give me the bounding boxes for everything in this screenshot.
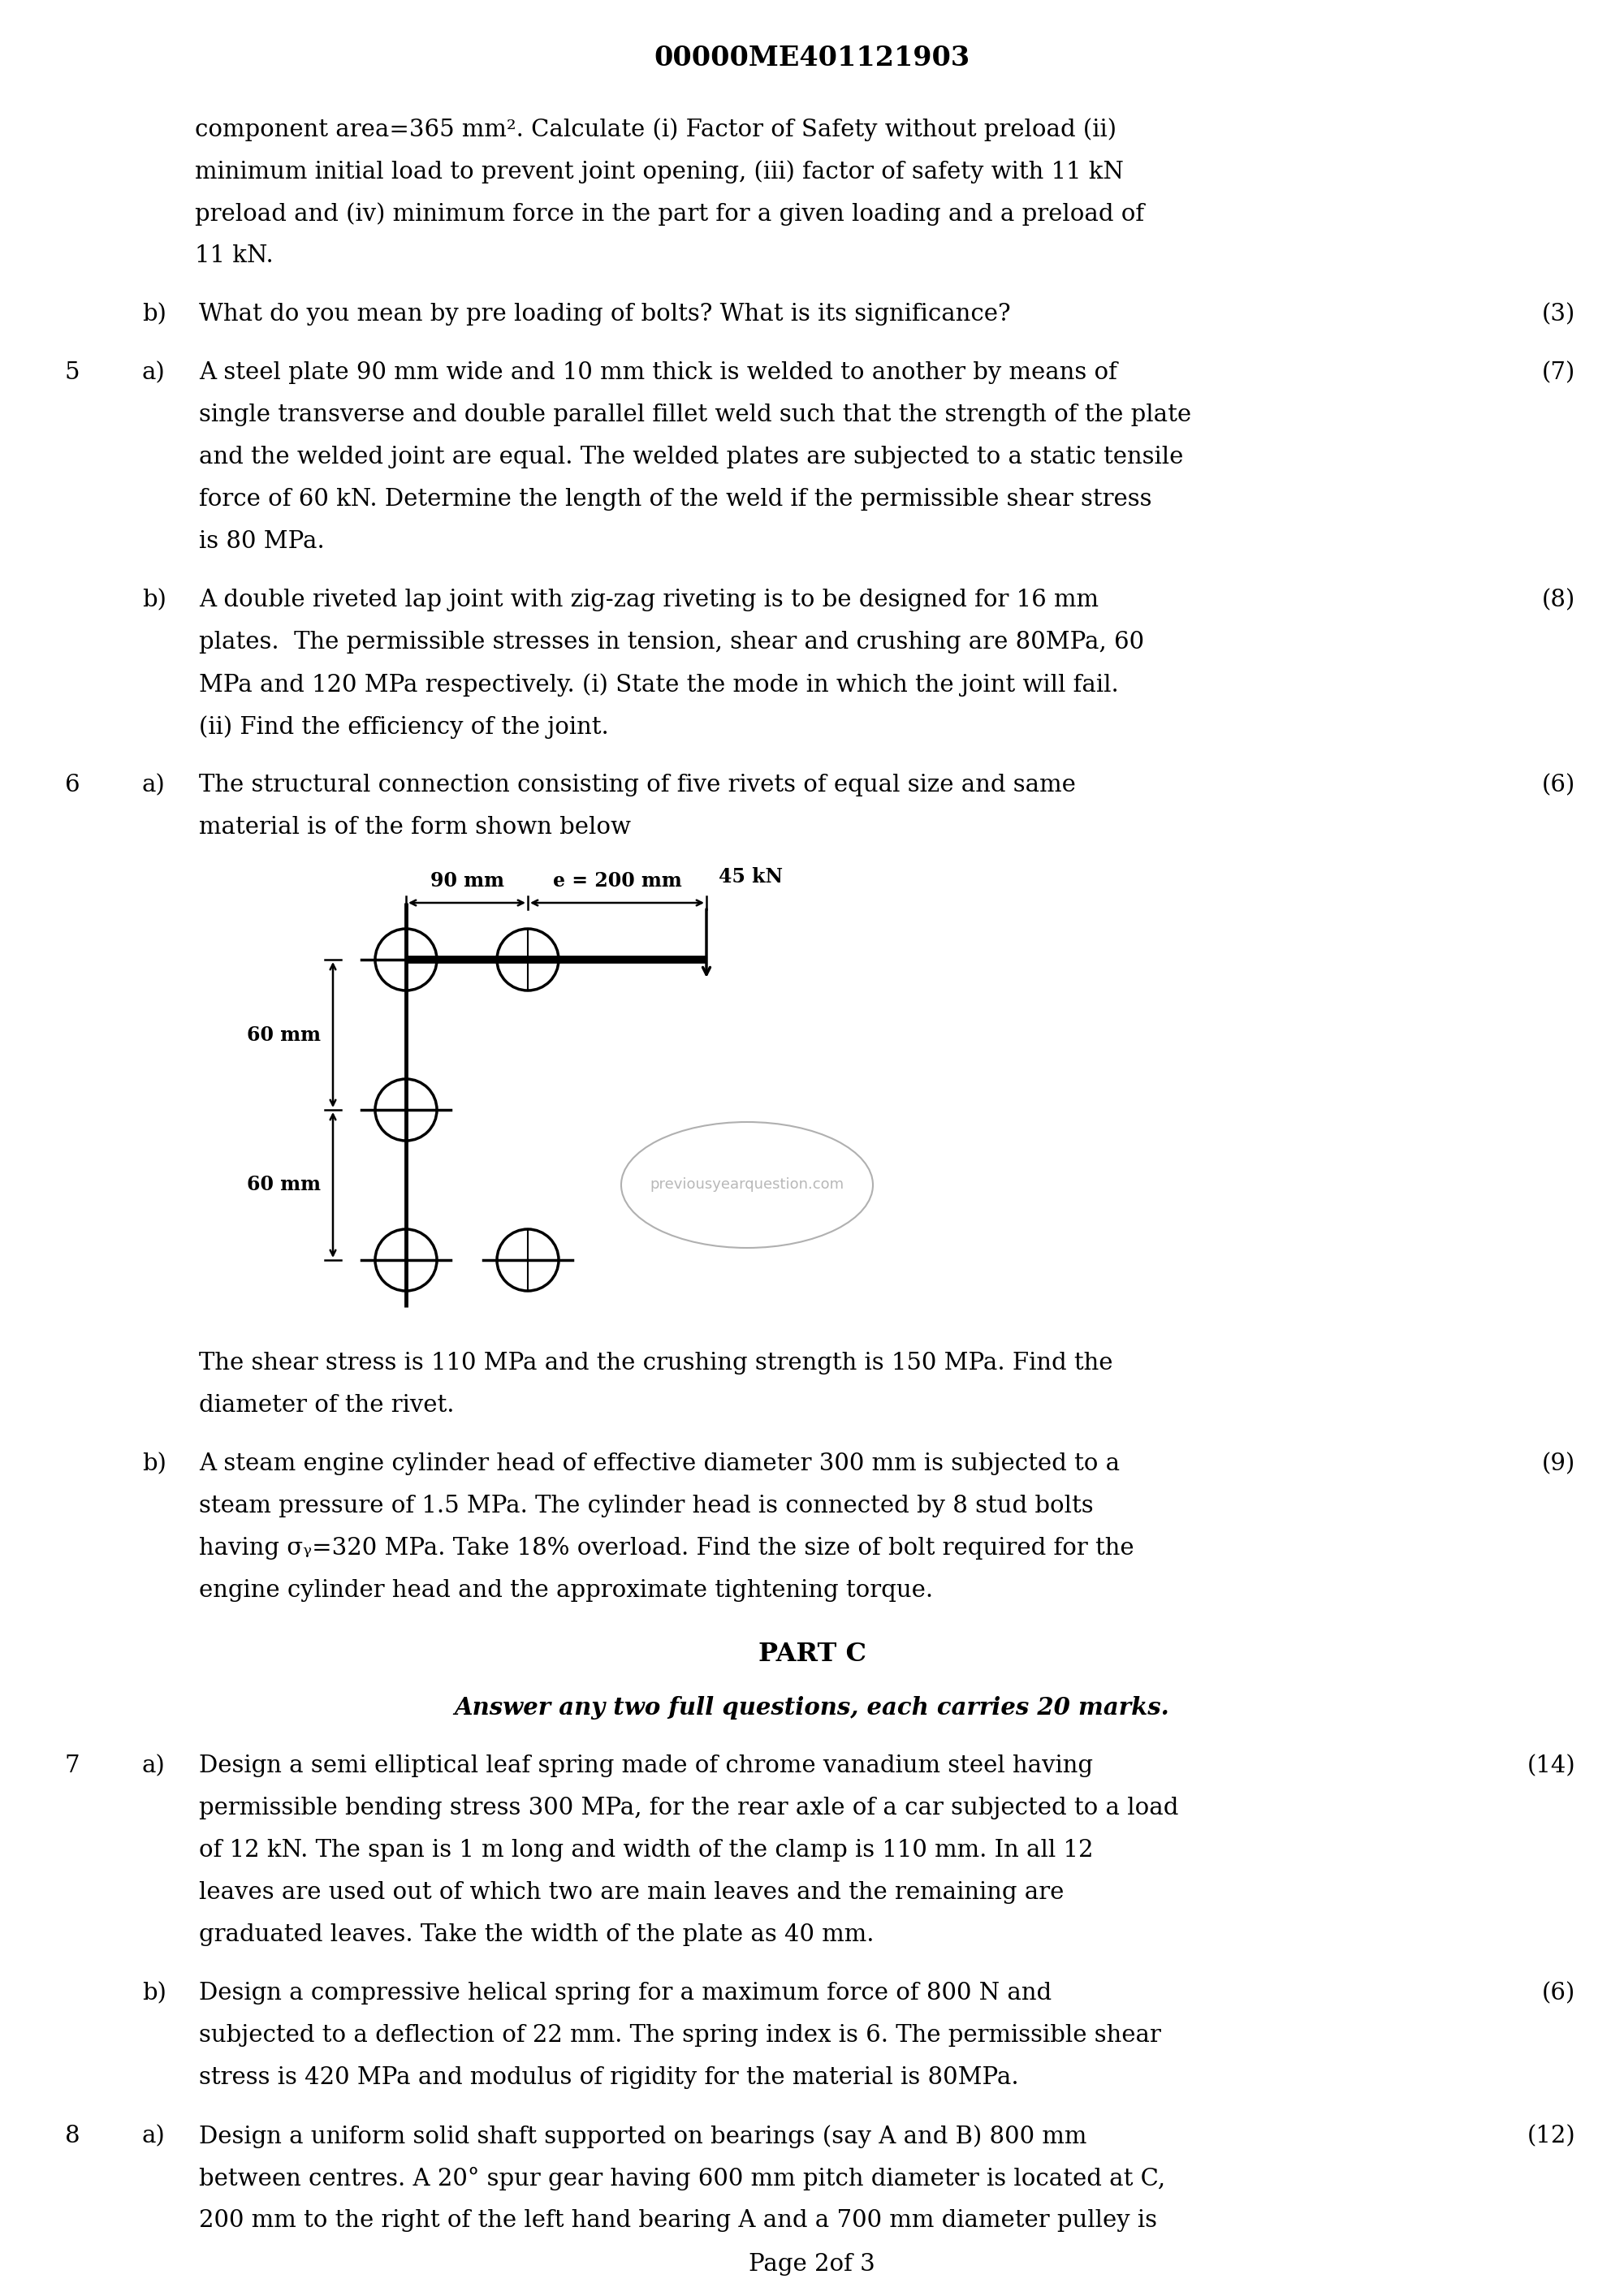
Text: (6): (6) xyxy=(1541,1981,1575,2004)
Text: (14): (14) xyxy=(1527,1754,1575,1777)
Text: component area=365 mm². Calculate (i) Factor of Safety without preload (ii): component area=365 mm². Calculate (i) Fa… xyxy=(195,117,1117,140)
Text: stress is 420 MPa and modulus of rigidity for the material is 80MPa.: stress is 420 MPa and modulus of rigidit… xyxy=(198,2066,1018,2089)
Text: engine cylinder head and the approximate tightening torque.: engine cylinder head and the approximate… xyxy=(198,1580,934,1603)
Text: permissible bending stress 300 MPa, for the rear axle of a car subjected to a lo: permissible bending stress 300 MPa, for … xyxy=(198,1798,1179,1818)
Text: 5: 5 xyxy=(65,360,80,383)
Text: Design a uniform solid shaft supported on bearings (say A and B) 800 mm: Design a uniform solid shaft supported o… xyxy=(198,2124,1086,2149)
Text: 8: 8 xyxy=(65,2124,80,2147)
Text: MPa and 120 MPa respectively. (i) State the mode in which the joint will fail.: MPa and 120 MPa respectively. (i) State … xyxy=(198,673,1119,696)
Text: a): a) xyxy=(143,774,166,797)
Text: (12): (12) xyxy=(1527,2124,1575,2147)
Text: (7): (7) xyxy=(1541,360,1575,383)
Text: previousyearquestion.com: previousyearquestion.com xyxy=(650,1178,844,1192)
Text: A steel plate 90 mm wide and 10 mm thick is welded to another by means of: A steel plate 90 mm wide and 10 mm thick… xyxy=(198,360,1117,383)
Text: 11 kN.: 11 kN. xyxy=(195,243,273,266)
Text: (9): (9) xyxy=(1541,1453,1575,1476)
Text: b): b) xyxy=(143,1981,166,2004)
Text: leaves are used out of which two are main leaves and the remaining are: leaves are used out of which two are mai… xyxy=(198,1880,1064,1903)
Text: steam pressure of 1.5 MPa. The cylinder head is connected by 8 stud bolts: steam pressure of 1.5 MPa. The cylinder … xyxy=(198,1495,1093,1518)
Text: of 12 kN. The span is 1 m long and width of the clamp is 110 mm. In all 12: of 12 kN. The span is 1 m long and width… xyxy=(198,1839,1093,1862)
Text: (6): (6) xyxy=(1541,774,1575,797)
Text: single transverse and double parallel fillet weld such that the strength of the : single transverse and double parallel fi… xyxy=(198,404,1192,427)
Text: b): b) xyxy=(143,303,166,326)
Text: plates.  The permissible stresses in tension, shear and crushing are 80MPa, 60: plates. The permissible stresses in tens… xyxy=(198,631,1145,654)
Text: PART C: PART C xyxy=(758,1642,866,1667)
Text: What do you mean by pre loading of bolts? What is its significance?: What do you mean by pre loading of bolts… xyxy=(198,303,1010,326)
Text: 7: 7 xyxy=(65,1754,80,1777)
Text: 00000ME401121903: 00000ME401121903 xyxy=(654,44,970,71)
Text: The shear stress is 110 MPa and the crushing strength is 150 MPa. Find the: The shear stress is 110 MPa and the crus… xyxy=(198,1352,1112,1375)
Text: Design a compressive helical spring for a maximum force of 800 N and: Design a compressive helical spring for … xyxy=(198,1981,1052,2004)
Text: 90 mm: 90 mm xyxy=(430,870,503,891)
Text: Design a semi elliptical leaf spring made of chrome vanadium steel having: Design a semi elliptical leaf spring mad… xyxy=(198,1754,1093,1777)
Text: A steam engine cylinder head of effective diameter 300 mm is subjected to a: A steam engine cylinder head of effectiv… xyxy=(198,1453,1121,1476)
Text: Answer any two full questions, each carries 20 marks.: Answer any two full questions, each carr… xyxy=(455,1697,1169,1720)
Text: (ii) Find the efficiency of the joint.: (ii) Find the efficiency of the joint. xyxy=(198,716,609,739)
Text: and the welded joint are equal. The welded plates are subjected to a static tens: and the welded joint are equal. The weld… xyxy=(198,445,1184,468)
Text: diameter of the rivet.: diameter of the rivet. xyxy=(198,1394,455,1417)
Text: having σᵧ=320 MPa. Take 18% overload. Find the size of bolt required for the: having σᵧ=320 MPa. Take 18% overload. Fi… xyxy=(198,1536,1134,1559)
Text: The structural connection consisting of five rivets of equal size and same: The structural connection consisting of … xyxy=(198,774,1075,797)
Text: 45 kN: 45 kN xyxy=(718,868,783,886)
Text: e = 200 mm: e = 200 mm xyxy=(552,870,682,891)
Text: a): a) xyxy=(143,1754,166,1777)
Text: subjected to a deflection of 22 mm. The spring index is 6. The permissible shear: subjected to a deflection of 22 mm. The … xyxy=(198,2025,1161,2046)
Text: a): a) xyxy=(143,360,166,383)
Text: 200 mm to the right of the left hand bearing A and a 700 mm diameter pulley is: 200 mm to the right of the left hand bea… xyxy=(198,2209,1156,2232)
Text: 6: 6 xyxy=(65,774,80,797)
Text: 60 mm: 60 mm xyxy=(247,1024,322,1045)
Text: preload and (iv) minimum force in the part for a given loading and a preload of: preload and (iv) minimum force in the pa… xyxy=(195,202,1145,225)
Text: force of 60 kN. Determine the length of the weld if the permissible shear stress: force of 60 kN. Determine the length of … xyxy=(198,489,1151,510)
Text: between centres. A 20° spur gear having 600 mm pitch diameter is located at C,: between centres. A 20° spur gear having … xyxy=(198,2167,1166,2190)
Text: (8): (8) xyxy=(1541,588,1575,611)
Text: b): b) xyxy=(143,1453,166,1476)
Text: 60 mm: 60 mm xyxy=(247,1176,322,1194)
Text: material is of the form shown below: material is of the form shown below xyxy=(198,815,630,838)
Text: graduated leaves. Take the width of the plate as 40 mm.: graduated leaves. Take the width of the … xyxy=(198,1924,874,1947)
Text: A double riveted lap joint with zig-zag riveting is to be designed for 16 mm: A double riveted lap joint with zig-zag … xyxy=(198,588,1098,611)
Text: b): b) xyxy=(143,588,166,611)
Text: Page 2of 3: Page 2of 3 xyxy=(749,2252,875,2275)
Text: minimum initial load to prevent joint opening, (iii) factor of safety with 11 kN: minimum initial load to prevent joint op… xyxy=(195,161,1124,184)
Text: a): a) xyxy=(143,2124,166,2147)
Text: is 80 MPa.: is 80 MPa. xyxy=(198,530,325,553)
Text: (3): (3) xyxy=(1541,303,1575,326)
